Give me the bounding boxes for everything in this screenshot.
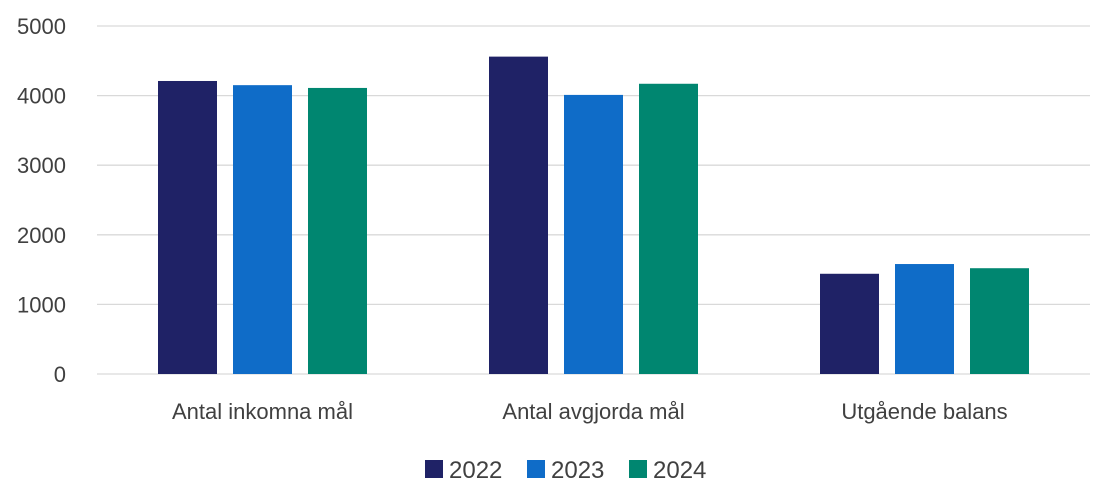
x-axis-category-labels: Antal inkomna mål Antal avgjorda mål Utgåe… bbox=[172, 399, 1008, 424]
y-axis-tick-labels: 0 1000 2000 3000 4000 5000 bbox=[17, 14, 66, 387]
bars bbox=[158, 56, 1029, 375]
legend-label: 2024 bbox=[653, 457, 706, 481]
x-category-label: Utgående balans bbox=[841, 399, 1007, 424]
y-tick-label: 2000 bbox=[17, 223, 66, 248]
bar-2022 bbox=[158, 80, 217, 374]
y-tick-label: 1000 bbox=[17, 292, 66, 317]
legend-label: 2023 bbox=[551, 457, 604, 481]
x-category-label: Antal avgjorda mål bbox=[502, 399, 684, 424]
y-tick-label: 5000 bbox=[17, 14, 66, 39]
legend-swatch-2022 bbox=[425, 460, 443, 478]
legend-swatch-2024 bbox=[629, 460, 647, 478]
bar-2023 bbox=[564, 94, 623, 375]
y-tick-label: 3000 bbox=[17, 153, 66, 178]
bar-2024 bbox=[639, 83, 698, 374]
bar-2022 bbox=[820, 273, 879, 374]
legend-swatch-2023 bbox=[527, 460, 545, 478]
bar-2023 bbox=[895, 264, 954, 374]
x-category-label: Antal inkomna mål bbox=[172, 399, 353, 424]
bar-2022 bbox=[489, 56, 548, 375]
bar-2024 bbox=[970, 268, 1029, 374]
bar-2024 bbox=[308, 87, 367, 374]
legend-label: 2022 bbox=[449, 457, 502, 481]
legend: 2022 2023 2024 bbox=[425, 457, 706, 481]
bar-2023 bbox=[233, 85, 292, 374]
y-tick-label: 4000 bbox=[17, 84, 66, 109]
y-tick-label: 0 bbox=[54, 362, 66, 387]
